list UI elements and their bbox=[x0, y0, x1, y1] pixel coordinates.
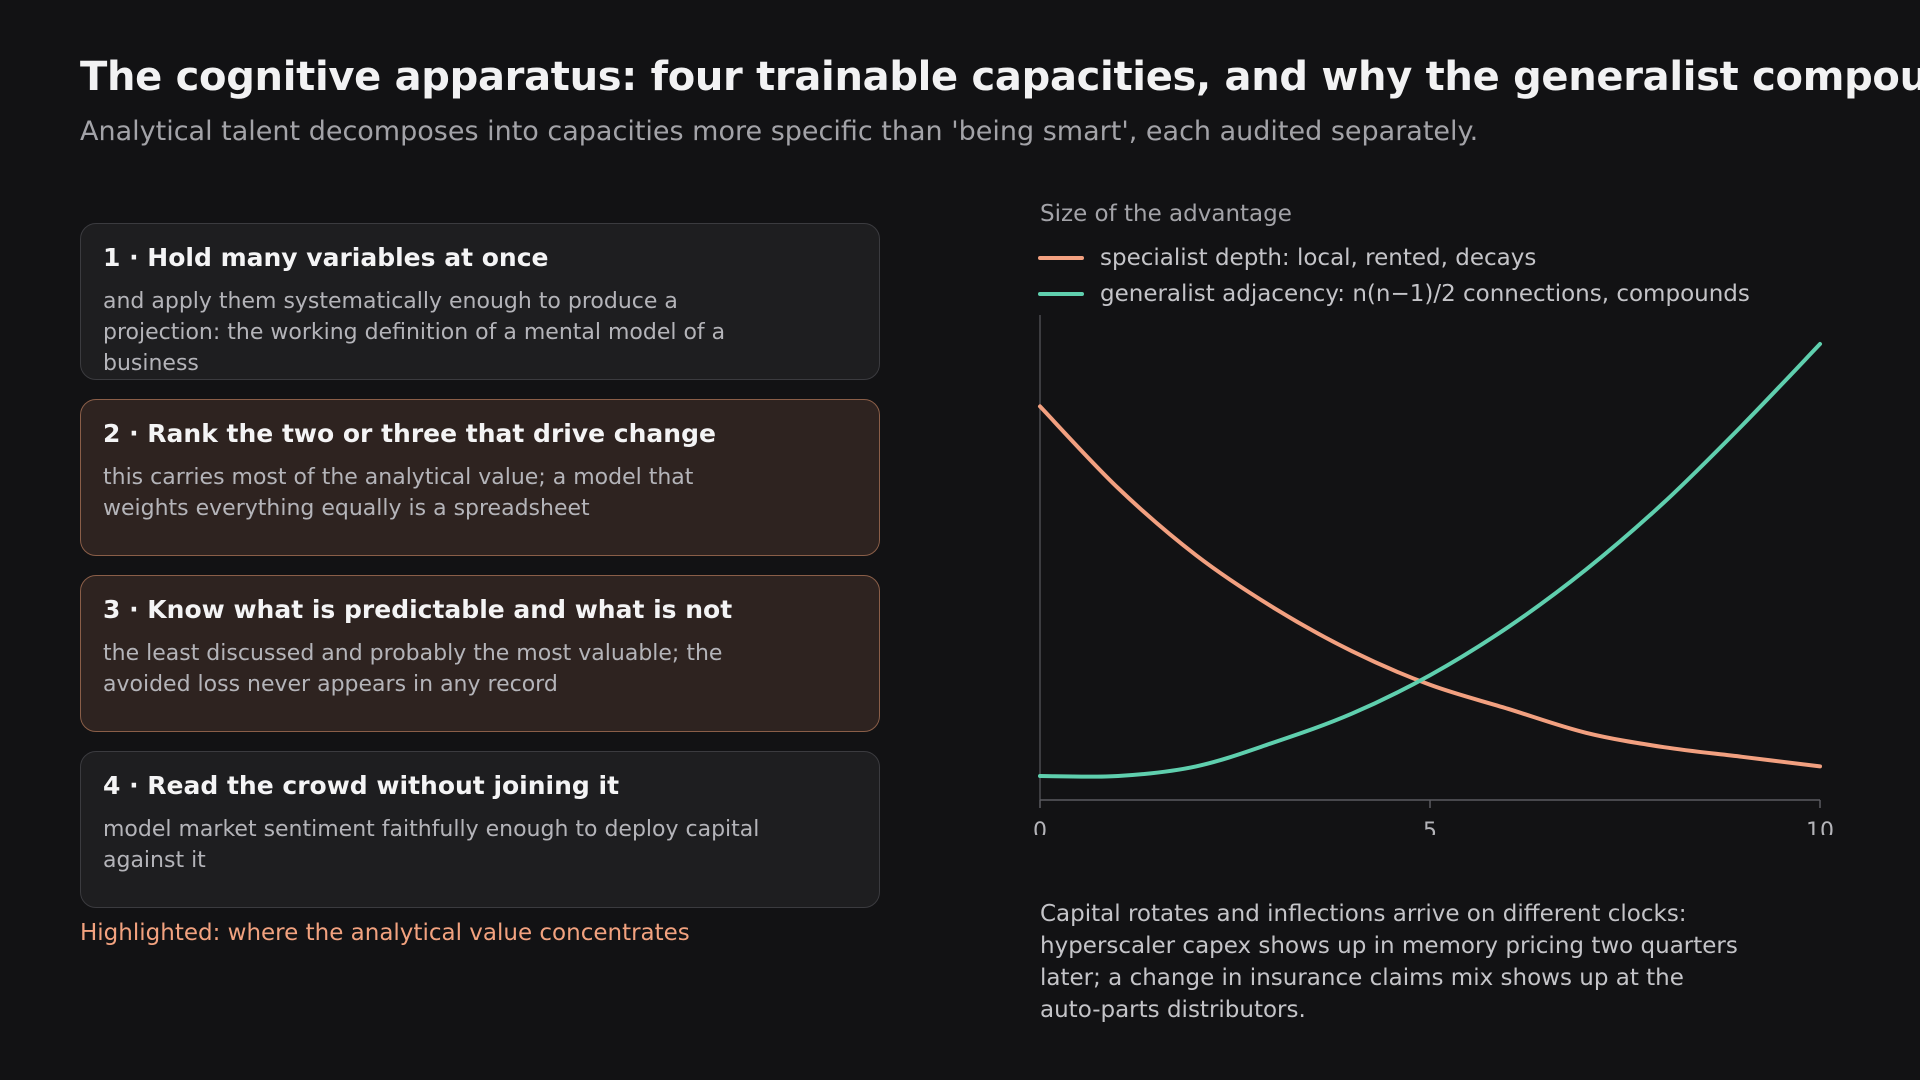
capacity-card-4: 4 · Read the crowd without joining it mo… bbox=[80, 751, 880, 908]
page-title: The cognitive apparatus: four trainable … bbox=[80, 54, 1920, 100]
capacity-card-body: model market sentiment faithfully enough… bbox=[103, 817, 760, 873]
legend-item-generalist: generalist adjacency: n(n−1)/2 connectio… bbox=[1038, 276, 1750, 312]
capacity-card-body: the least discussed and probably the mos… bbox=[103, 641, 723, 697]
capacity-card-3: 3 · Know what is predictable and what is… bbox=[80, 575, 880, 732]
chart-legend: specialist depth: local, rented, decays … bbox=[1038, 240, 1750, 312]
capacity-card-title: 3 · Know what is predictable and what is… bbox=[103, 595, 733, 624]
advantage-chart: 0510Years / industries understood Size o… bbox=[1000, 195, 1880, 835]
page-subtitle: Analytical talent decomposes into capaci… bbox=[80, 116, 1479, 147]
capacity-card-body: and apply them systematically enough to … bbox=[103, 289, 726, 376]
y-axis-label: Size of the advantage bbox=[1040, 201, 1292, 227]
x-tick-label: 5 bbox=[1423, 819, 1437, 835]
x-tick-label: 0 bbox=[1033, 819, 1047, 835]
legend-label: generalist adjacency: n(n−1)/2 connectio… bbox=[1100, 281, 1750, 307]
capacity-card-2: 2 · Rank the two or three that drive cha… bbox=[80, 399, 880, 556]
legend-swatch-generalist bbox=[1038, 292, 1084, 296]
capacity-card-title: 2 · Rank the two or three that drive cha… bbox=[103, 419, 716, 448]
capacity-card-1: 1 · Hold many variables at once and appl… bbox=[80, 223, 880, 380]
generalist-adjacency-line bbox=[1038, 342, 1822, 779]
capacity-card-title: 4 · Read the crowd without joining it bbox=[103, 771, 620, 800]
capacity-cards: 1 · Hold many variables at once and appl… bbox=[80, 223, 880, 927]
capacity-card-title: 1 · Hold many variables at once bbox=[103, 243, 549, 272]
chart-caption: Capital rotates and inflections arrive o… bbox=[1040, 901, 1738, 1023]
chart-canvas: 0510Years / industries understood bbox=[1033, 315, 1834, 835]
legend-swatch-specialist bbox=[1038, 256, 1084, 260]
highlight-note: Highlighted: where the analytical value … bbox=[80, 920, 690, 946]
legend-label: specialist depth: local, rented, decays bbox=[1100, 245, 1537, 271]
x-tick-label: 10 bbox=[1806, 819, 1834, 835]
specialist-depth-line bbox=[1038, 404, 1822, 769]
legend-item-specialist: specialist depth: local, rented, decays bbox=[1038, 240, 1750, 276]
capacity-card-body: this carries most of the analytical valu… bbox=[103, 465, 694, 521]
